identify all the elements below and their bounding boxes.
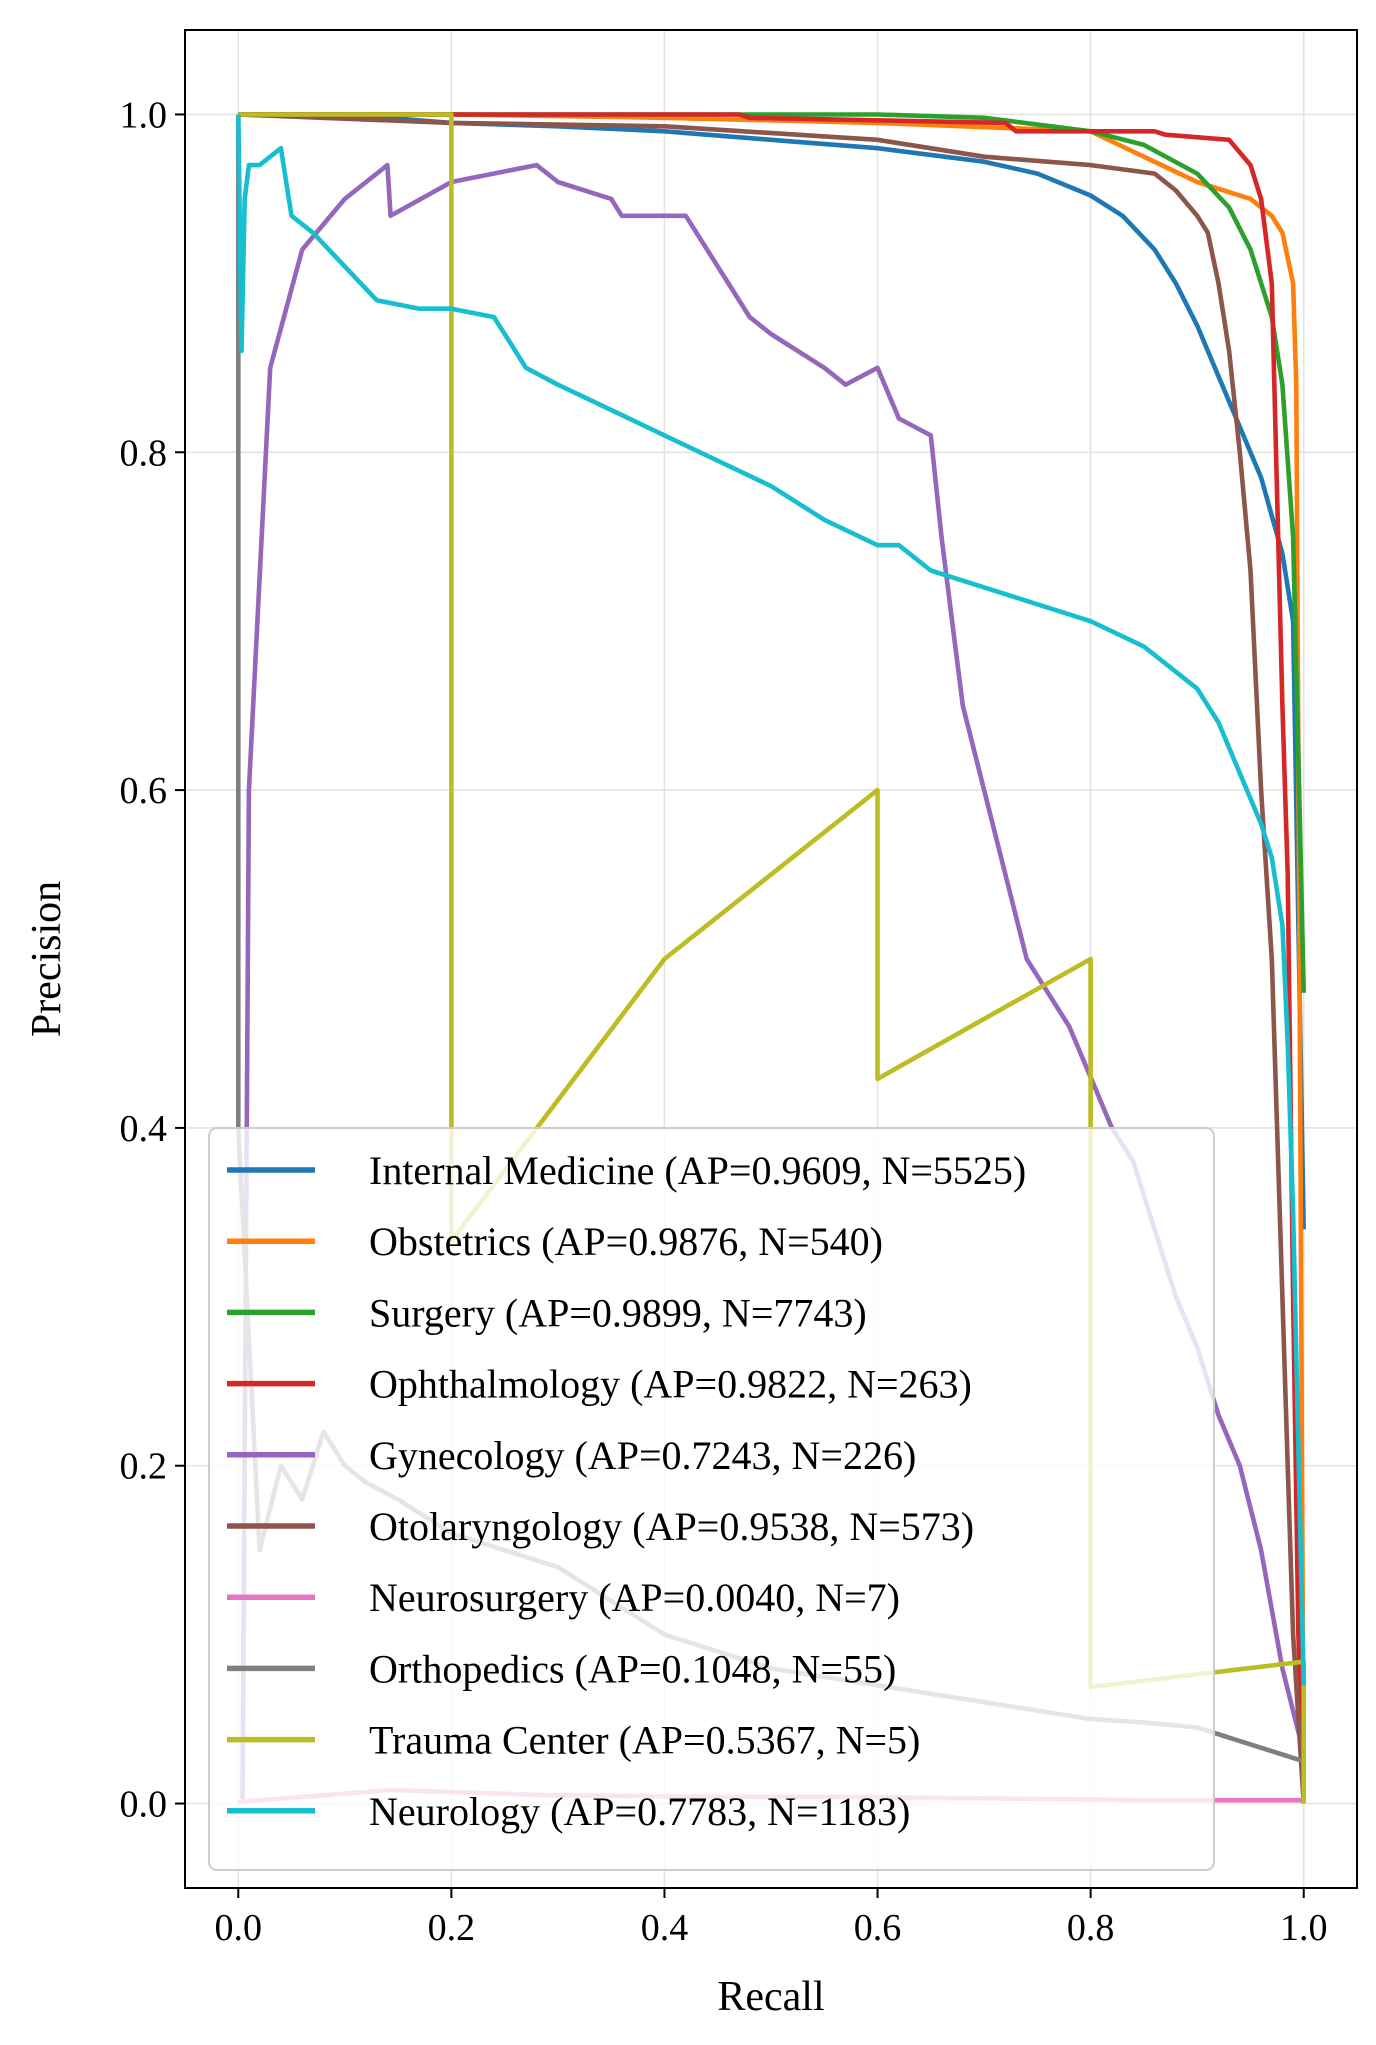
legend-entry-label: Gynecology (AP=0.7243, N=226) xyxy=(369,1433,916,1478)
legend-entry-label: Internal Medicine (AP=0.9609, N=5525) xyxy=(369,1148,1026,1193)
y-tick-label: 0.6 xyxy=(120,770,168,812)
series-line-4 xyxy=(238,112,1306,1804)
y-tick-label: 0.4 xyxy=(120,1108,168,1150)
legend-entry-label: Orthopedics (AP=0.1048, N=55) xyxy=(369,1646,896,1691)
x-tick-label: 0.6 xyxy=(854,1907,902,1949)
y-tick-label: 0.2 xyxy=(120,1446,168,1488)
legend-entry-label: Otolaryngology (AP=0.9538, N=573) xyxy=(369,1504,974,1549)
plot-area-frame xyxy=(184,29,1358,1889)
legend-entry-label: Neurosurgery (AP=0.0040, N=7) xyxy=(369,1575,900,1620)
series-line-6 xyxy=(238,112,1306,1804)
legend-entry-label: Surgery (AP=0.9899, N=7743) xyxy=(369,1290,867,1335)
x-axis-title: Recall xyxy=(717,1974,824,2020)
x-tick-label: 0.0 xyxy=(215,1907,263,1949)
legend-entry-label: Trauma Center (AP=0.5367, N=5) xyxy=(369,1718,920,1763)
legend-entry-label: Neurology (AP=0.7783, N=1183) xyxy=(369,1789,910,1834)
x-tick-label: 0.8 xyxy=(1067,1907,1115,1949)
y-axis-title: Precision xyxy=(24,881,70,1037)
y-tick-label: 1.0 xyxy=(120,94,168,136)
y-tick-label: 0.8 xyxy=(120,432,168,474)
series-line-10 xyxy=(236,114,1306,1686)
legend: Internal Medicine (AP=0.9609, N=5525) Obs… xyxy=(208,1127,1215,1871)
legend-entry-label: Ophthalmology (AP=0.9822, N=263) xyxy=(369,1362,972,1407)
legend-box xyxy=(208,1127,1215,1871)
x-tick-label: 0.4 xyxy=(641,1907,689,1949)
y-tick-label: 0.0 xyxy=(120,1784,168,1826)
x-tick-label: 1.0 xyxy=(1280,1907,1328,1949)
x-tick-label: 0.2 xyxy=(428,1907,476,1949)
series-line-2 xyxy=(238,112,1306,1804)
axis-ticks: 0.0 0.2 0.4 0.6 0.8 1.0 0.0 0.2 0.4 0.6 0.8 1.0 xyxy=(120,94,1328,1949)
legend-entry-label: Obstetrics (AP=0.9876, N=540) xyxy=(369,1219,883,1264)
